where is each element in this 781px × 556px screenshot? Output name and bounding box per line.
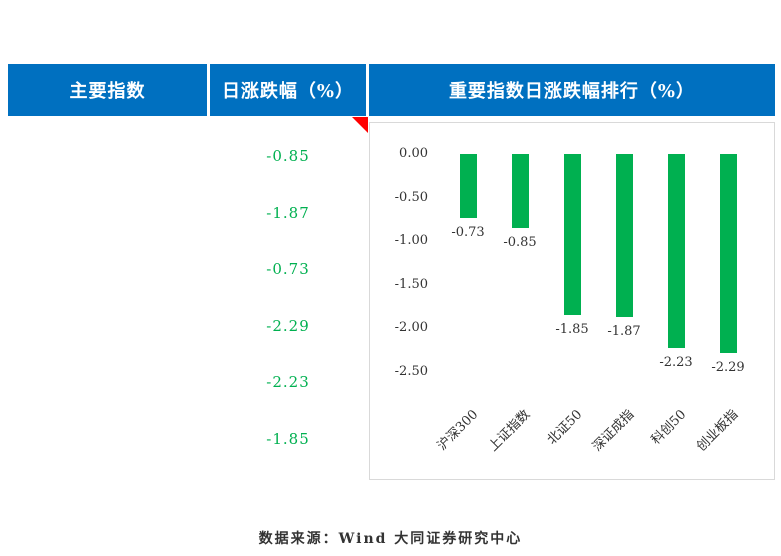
header-daily-change-label: 日涨跌幅（%） xyxy=(210,64,366,116)
bar-value-label: -2.23 xyxy=(659,355,693,370)
y-axis-tick-label: 0.00 xyxy=(399,146,428,161)
header-divider xyxy=(207,64,210,116)
bar-value-label: -1.85 xyxy=(555,321,589,337)
change-value: -2.29 xyxy=(266,316,310,335)
y-axis-tick-label: -1.00 xyxy=(394,233,428,248)
bar-value-label: -0.73 xyxy=(451,224,485,240)
table-header: 主要指数 日涨跌幅（%） 重要指数日涨跌幅排行（%） xyxy=(8,64,775,116)
change-value: -2.23 xyxy=(266,373,310,392)
chart-bar xyxy=(719,154,737,354)
change-value: -0.85 xyxy=(266,147,310,166)
bar-value-label: -2.29 xyxy=(711,360,745,376)
header-chart-title: 重要指数日涨跌幅排行（%） xyxy=(369,64,775,116)
red-triangle-marker xyxy=(352,117,368,133)
bar-value-label: -0.85 xyxy=(503,234,537,250)
bar-value-label: -1.87 xyxy=(607,323,641,339)
change-value: -1.87 xyxy=(266,203,310,222)
chart-bar xyxy=(615,154,633,317)
chart-bar xyxy=(459,154,477,218)
chart-y-axis: 0.00 -0.50 -1.00 -1.50 -2.00 -2.50 xyxy=(370,123,774,479)
data-source-text: 数据来源：Wind 大同证券研究中心 xyxy=(258,531,523,547)
change-value: -1.85 xyxy=(266,429,310,448)
header-divider xyxy=(366,64,369,116)
chart-bar xyxy=(511,154,529,228)
y-axis-tick-label: -0.50 xyxy=(394,189,428,205)
y-axis-tick-label: -2.50 xyxy=(394,363,428,379)
chart-bar xyxy=(667,154,685,348)
change-value-list: -0.85 -1.87 -0.73 -2.29 -2.23 -1.85 xyxy=(210,128,366,467)
y-axis-tick-label: -1.50 xyxy=(394,276,428,292)
y-axis-tick-label: -2.00 xyxy=(394,320,428,335)
bar-chart: 0.00 -0.50 -1.00 -1.50 -2.00 -2.50 -0.73 沪深300… xyxy=(369,122,775,480)
header-main-index-label: 主要指数 xyxy=(8,64,207,116)
change-value: -0.73 xyxy=(266,260,310,279)
chart-plot: -0.73 沪深300 -0.85 上证指数 -1.85 北证50 -1.87 深证成指 -2.… xyxy=(370,123,774,479)
chart-bar xyxy=(563,154,581,315)
